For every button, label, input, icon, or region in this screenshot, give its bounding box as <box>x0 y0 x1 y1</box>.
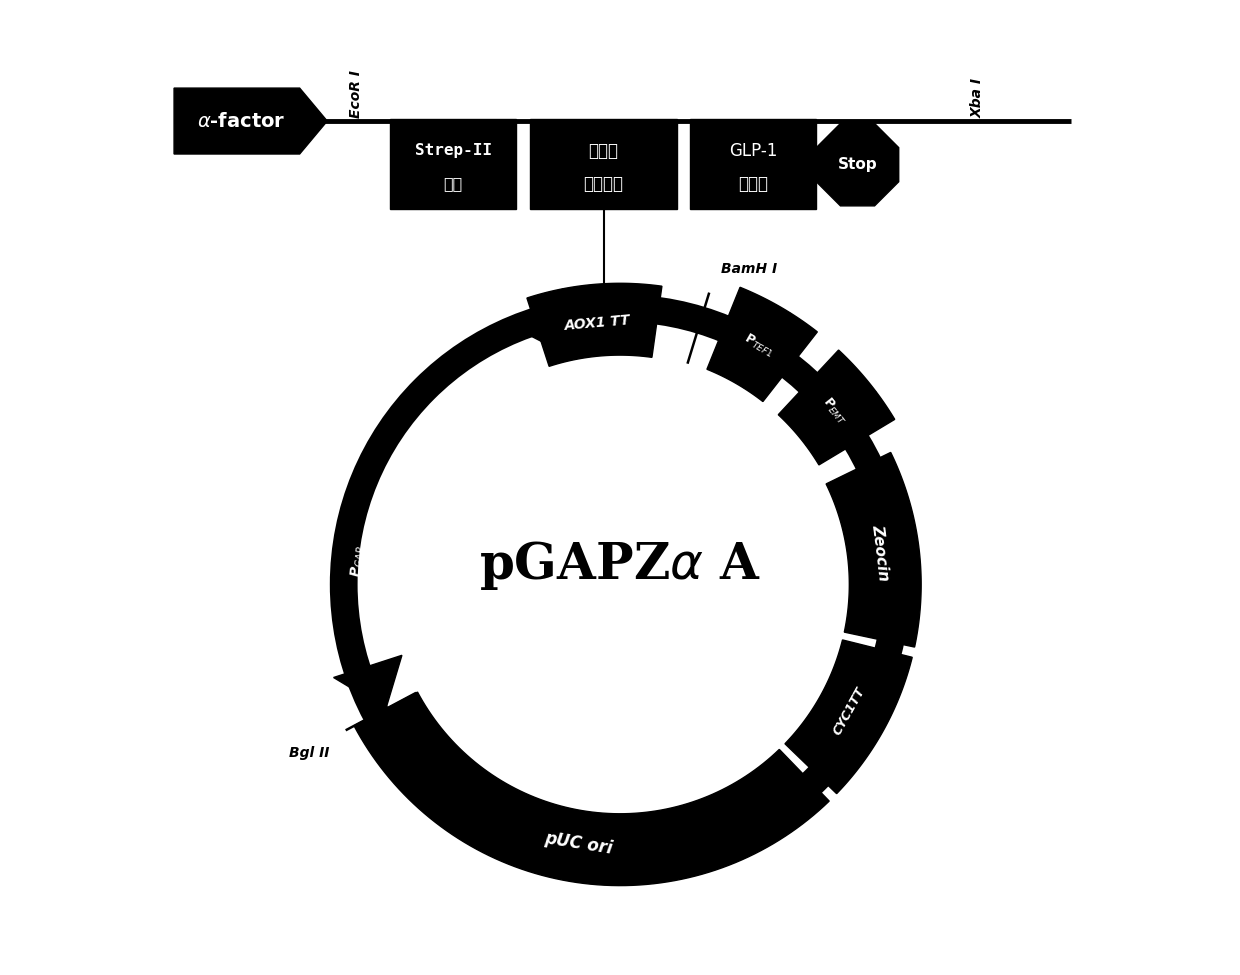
Text: CYC1TT: CYC1TT <box>831 685 868 738</box>
Bar <box>689 119 816 210</box>
Text: BamH I: BamH I <box>720 262 777 276</box>
Polygon shape <box>355 692 830 885</box>
Text: P$_{\mathit{EMT}}$: P$_{\mathit{EMT}}$ <box>820 394 851 427</box>
Polygon shape <box>707 288 817 402</box>
Text: P$_{\mathit{TEF1}}$: P$_{\mathit{TEF1}}$ <box>740 331 776 360</box>
Bar <box>391 119 516 210</box>
Text: 酶切位点: 酶切位点 <box>584 176 624 193</box>
Text: EcoR I: EcoR I <box>350 70 363 118</box>
Text: $\alpha$-factor: $\alpha$-factor <box>197 111 285 131</box>
Text: pGAPZ$\alpha$ A: pGAPZ$\alpha$ A <box>479 538 761 592</box>
Polygon shape <box>743 313 790 388</box>
Bar <box>529 119 677 210</box>
Polygon shape <box>527 284 662 367</box>
Text: Strep-II: Strep-II <box>414 143 492 158</box>
Polygon shape <box>785 640 913 794</box>
Text: pUC ori: pUC ori <box>543 830 614 858</box>
Text: P$_{\mathit{GAP}}$: P$_{\mathit{GAP}}$ <box>348 545 368 578</box>
Text: 肠激酶: 肠激酶 <box>589 141 619 160</box>
Text: Xba I: Xba I <box>971 78 985 118</box>
Polygon shape <box>529 289 577 360</box>
Polygon shape <box>816 124 899 206</box>
Text: Zeocin: Zeocin <box>869 524 892 582</box>
Polygon shape <box>174 88 327 154</box>
Polygon shape <box>826 452 921 647</box>
Polygon shape <box>805 392 875 445</box>
Text: AOX1 TT: AOX1 TT <box>563 313 631 332</box>
Text: Stop: Stop <box>838 157 878 173</box>
Text: 类似物: 类似物 <box>738 176 768 193</box>
Text: 标签: 标签 <box>444 176 463 191</box>
Text: Bgl II: Bgl II <box>289 746 330 760</box>
Polygon shape <box>779 350 895 465</box>
Text: GLP-1: GLP-1 <box>729 141 777 160</box>
Polygon shape <box>334 655 402 709</box>
